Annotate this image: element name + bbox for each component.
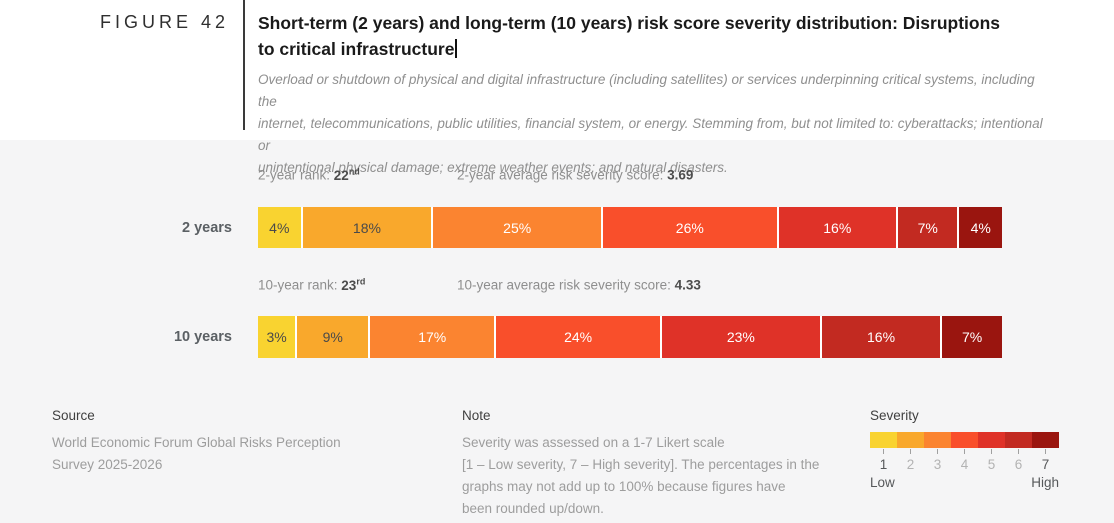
- header-text-block: Short-term (2 years) and long-term (10 y…: [243, 0, 1053, 175]
- severity-tick-marks: [870, 448, 1059, 454]
- description-line-1: Overload or shutdown of physical and dig…: [258, 72, 1035, 109]
- note-line-1: Severity was assessed on a 1-7 Likert sc…: [462, 435, 725, 450]
- note-body: Severity was assessed on a 1-7 Likert sc…: [462, 432, 852, 520]
- bar-segment: 25%: [433, 207, 602, 248]
- source-heading: Source: [52, 408, 95, 423]
- legend-tick: [951, 448, 978, 454]
- header-divider: [243, 0, 245, 130]
- stacked-bar: 4% 18% 25% 26% 16% 7% 4%: [258, 207, 1002, 248]
- description-line-2: internet, telecommunications, public uti…: [258, 116, 1043, 153]
- legend-number: 5: [987, 457, 996, 472]
- score-text: 2-year average risk severity score: 3.69: [457, 167, 694, 183]
- note-line-3: graphs may not add up to 100% because fi…: [462, 479, 786, 494]
- note-heading: Note: [462, 408, 491, 423]
- bar-segment: 16%: [821, 316, 941, 358]
- bar-segment: 7%: [942, 316, 1002, 358]
- legend-number: 4: [960, 457, 969, 472]
- source-line-1: World Economic Forum Global Risks Percep…: [52, 435, 341, 450]
- bar-segment: 17%: [370, 316, 495, 358]
- bar-meta-row: 2-year rank: 22nd 2-year average risk sev…: [258, 166, 693, 183]
- legend-color-cell: [924, 432, 951, 448]
- legend-tick: [1032, 448, 1059, 454]
- score-text: 10-year average risk severity score: 4.3…: [457, 277, 701, 293]
- severity-high-label: High: [1031, 475, 1059, 490]
- rank-text: 2-year rank: 22nd: [258, 166, 360, 183]
- title-line-1: Short-term (2 years) and long-term (10 y…: [258, 13, 1001, 33]
- bar-segment: 4%: [258, 207, 301, 248]
- legend-tick: [924, 448, 951, 454]
- row-label: 10 years: [173, 329, 232, 345]
- legend-tick: [978, 448, 1005, 454]
- bar-segment: 23%: [661, 316, 820, 358]
- source-block: Source World Economic Forum Global Risks…: [52, 408, 432, 476]
- bar-segment: 18%: [302, 207, 432, 248]
- text-caret: [455, 39, 458, 58]
- legend-tick: [897, 448, 924, 454]
- bar-segment: 9%: [297, 316, 369, 358]
- legend-color-cell: [1032, 432, 1059, 448]
- legend-number: 6: [1014, 457, 1023, 472]
- risk-description: Overload or shutdown of physical and dig…: [258, 69, 1053, 179]
- legend-color-cell: [978, 432, 1005, 448]
- stacked-bar: 3% 9% 17% 24% 23% 16% 7%: [258, 316, 1002, 358]
- bar-segment: 26%: [603, 207, 777, 248]
- title-line-2: to critical infrastructure: [258, 39, 455, 59]
- bar-row: 10 years 3% 9% 17% 24% 23% 16% 7%: [0, 316, 1002, 358]
- severity-low-label: Low: [870, 475, 895, 490]
- bar-row: 2 years 4% 18% 25% 26% 16% 7% 4%: [0, 207, 1002, 248]
- legend-tick: [870, 448, 897, 454]
- legend-color-cell: [951, 432, 978, 448]
- chart-area: 2-year rank: 22nd 2-year average risk sev…: [0, 140, 1114, 523]
- legend-number: 2: [906, 457, 915, 472]
- source-line-2: Survey 2025-2026: [52, 457, 163, 472]
- source-body: World Economic Forum Global Risks Percep…: [52, 432, 432, 476]
- severity-gradient-bar: [870, 432, 1059, 448]
- legend-color-cell: [1005, 432, 1032, 448]
- note-block: Note Severity was assessed on a 1-7 Like…: [462, 408, 852, 520]
- bar-segment: 4%: [959, 207, 1002, 248]
- legend-color-cell: [897, 432, 924, 448]
- figure-number: FIGURE 42: [99, 12, 229, 32]
- figure-number-column: FIGURE 42: [0, 0, 243, 140]
- figure-title[interactable]: Short-term (2 years) and long-term (10 y…: [258, 10, 1053, 62]
- row-label: 2 years: [182, 219, 232, 236]
- bar-segment: 16%: [778, 207, 897, 248]
- legend-tick: [1005, 448, 1032, 454]
- note-line-2: [1 – Low severity, 7 – High severity]. T…: [462, 457, 820, 472]
- severity-scale-numbers: 1 2 3 4 5 6 7: [870, 457, 1059, 472]
- bar-segment: 3%: [258, 316, 296, 358]
- severity-legend: Severity 1 2 3 4 5 6 7 Low High: [870, 408, 1059, 490]
- legend-number: 7: [1041, 457, 1050, 472]
- severity-heading: Severity: [870, 408, 919, 423]
- legend-number: 3: [933, 457, 942, 472]
- legend-color-cell: [870, 432, 897, 448]
- description-line-3: unintentional physical damage; extreme w…: [258, 160, 728, 175]
- bar-meta-row: 10-year rank: 23rd 10-year average risk s…: [258, 276, 701, 293]
- legend-number: 1: [879, 457, 888, 472]
- bar-segment: 7%: [898, 207, 958, 248]
- figure-header: FIGURE 42 Short-term (2 years) and long-…: [0, 0, 1114, 175]
- severity-low-high-labels: Low High: [870, 475, 1059, 490]
- rank-text: 10-year rank: 23rd: [258, 276, 366, 293]
- note-line-4: been rounded up/down.: [462, 501, 604, 516]
- bar-segment: 24%: [496, 316, 660, 358]
